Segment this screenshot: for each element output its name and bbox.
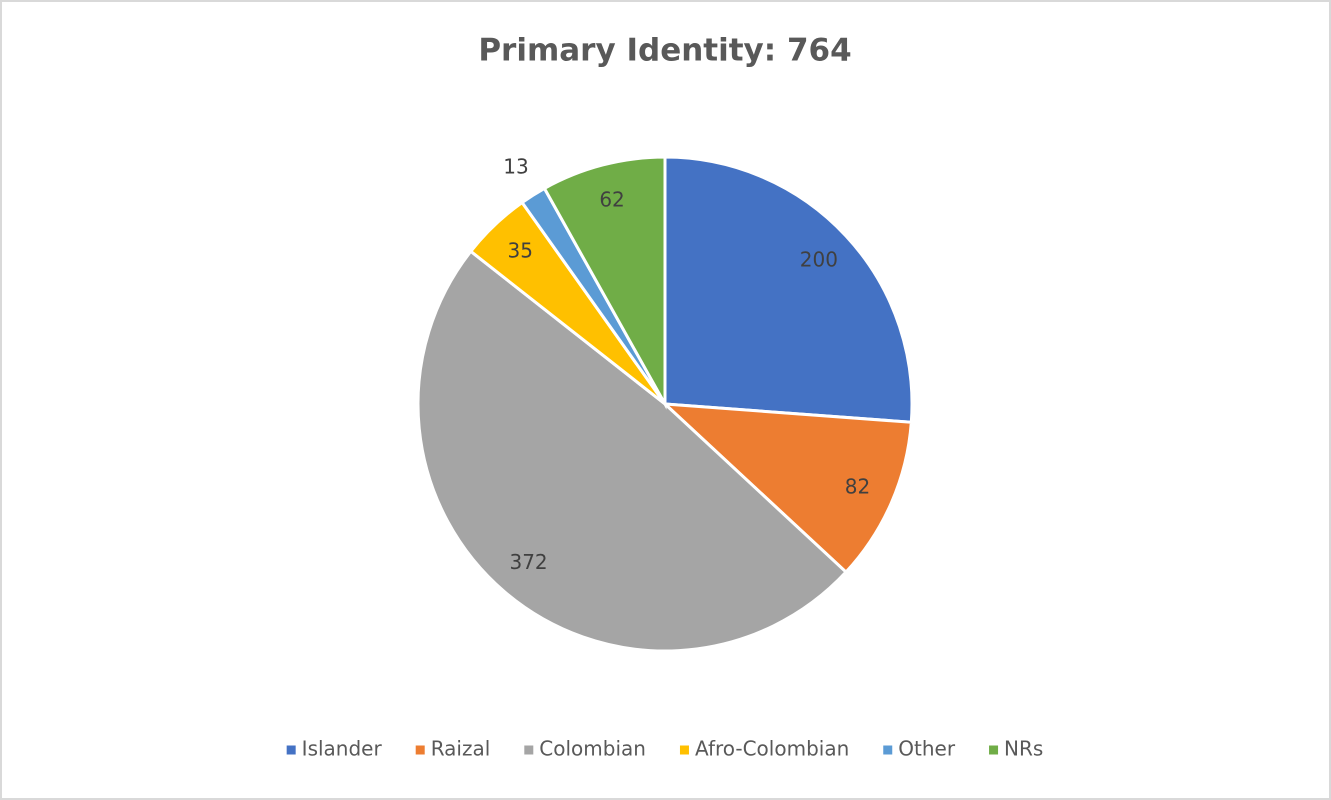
legend-swatch (989, 745, 999, 755)
legend-label: Islander (302, 737, 383, 761)
legend-item: Afro-Colombian (679, 737, 849, 761)
legend-item: Colombian (524, 737, 646, 761)
data-label: 372 (509, 550, 547, 574)
legend-label: Afro-Colombian (695, 737, 849, 761)
legend-label: Other (898, 737, 956, 761)
pie-slice (416, 249, 849, 653)
legend-item: Islander (286, 737, 383, 761)
pie-slice (663, 155, 914, 424)
data-label: 35 (508, 238, 533, 262)
legend-label: Colombian (539, 737, 646, 761)
data-label: 200 (800, 248, 838, 272)
data-label: 62 (599, 187, 624, 211)
legend-swatch (679, 745, 689, 755)
legend-swatch (883, 745, 893, 755)
legend-label: NRs (1004, 737, 1043, 761)
legend-swatch (286, 745, 296, 755)
data-label: 82 (845, 474, 870, 498)
legend-item: Other (883, 737, 956, 761)
legend-swatch (415, 745, 425, 755)
pie-slice (660, 402, 913, 575)
legend-label: Raizal (431, 737, 491, 761)
pie-slice (542, 155, 667, 410)
chart-title: Primary Identity: 764 (478, 33, 851, 69)
data-label: 13 (503, 155, 528, 179)
legend-item: Raizal (415, 737, 491, 761)
legend-swatch (524, 745, 534, 755)
legend-item: NRs (989, 737, 1043, 761)
